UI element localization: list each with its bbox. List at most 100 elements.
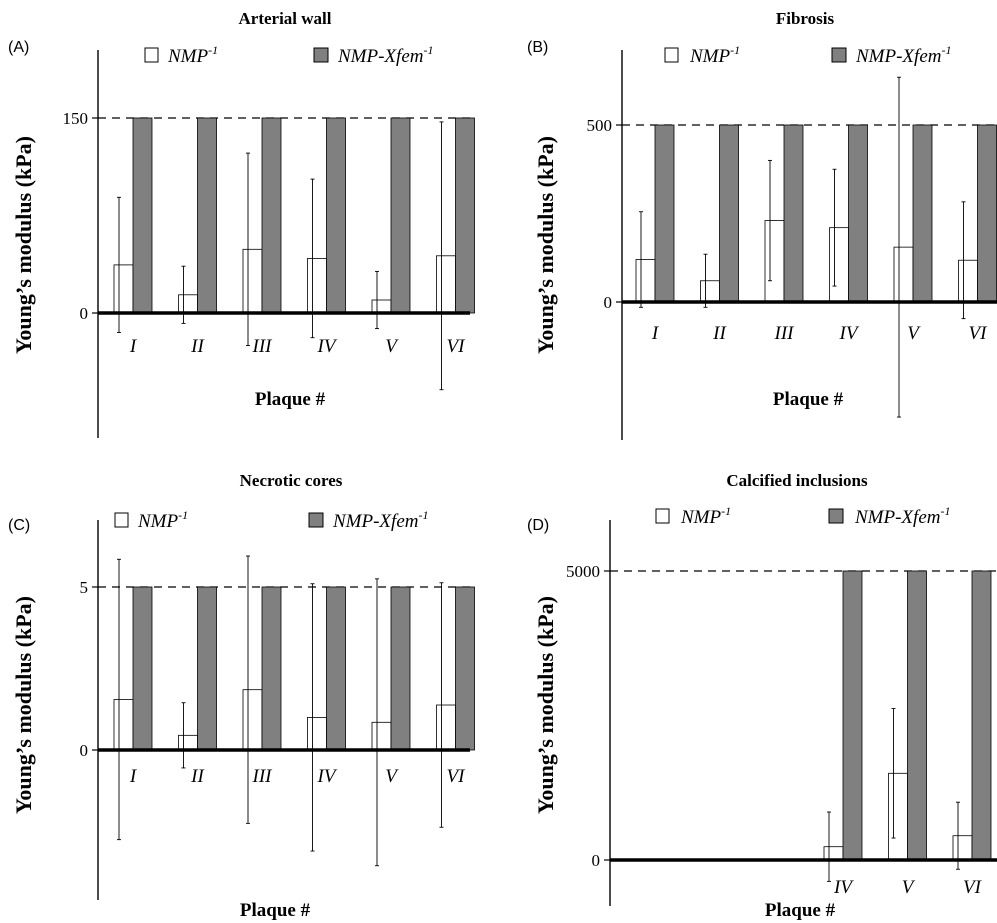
legend-entry-nmp-xfem: NMP-Xfem-1: [332, 508, 428, 532]
bar-nmp: [436, 255, 456, 314]
bar-nmp: [823, 846, 844, 861]
bar-nmp-xfem: [654, 124, 675, 303]
y-axis-label: Young’s modulus (kPa): [533, 596, 558, 814]
bar-nmp: [113, 264, 134, 314]
panel-a: Arterial wall (A) Young’s modulus (kPa) 0 15…: [8, 9, 475, 438]
category-label: II: [190, 336, 205, 357]
y-axis-label: Young’s modulus (kPa): [533, 136, 558, 354]
bar-nmp-xfem: [848, 124, 868, 303]
legend-entry-nmp: NMP-1: [689, 43, 740, 67]
chart-title: Fibrosis: [776, 9, 835, 28]
bar-nmp: [307, 717, 327, 751]
bar-nmp: [371, 721, 392, 751]
bar-nmp-xfem: [977, 124, 997, 303]
bar-nmp: [242, 248, 263, 314]
chart-title: Calcified inclusions: [726, 471, 868, 490]
bar-nmp-xfem: [455, 117, 475, 314]
bar-nmp: [888, 772, 908, 861]
y-tick-label: 5000: [566, 562, 600, 581]
panel-label: (A): [8, 39, 29, 56]
bar-nmp-xfem: [261, 117, 282, 314]
bar-nmp-xfem: [971, 570, 992, 861]
bar-nmp: [371, 299, 392, 314]
y-tick-label: 0: [80, 741, 89, 760]
category-label: V: [907, 323, 921, 344]
bar-nmp: [307, 257, 327, 314]
category-label: I: [129, 336, 138, 357]
category-label: III: [774, 323, 796, 344]
bar-nmp-xfem: [390, 117, 411, 314]
category-label: III: [252, 336, 274, 357]
legend-entry-nmp-xfem: NMP-Xfem-1: [855, 43, 951, 67]
bar-nmp: [952, 835, 973, 861]
bar-nmp-xfem: [783, 124, 804, 303]
legend-swatch-nmp: [114, 512, 129, 528]
panel-label: (C): [8, 517, 30, 534]
category-label: IV: [317, 766, 338, 787]
y-tick-label: 150: [63, 109, 89, 128]
bar-nmp: [893, 246, 914, 303]
bar-nmp: [700, 280, 720, 303]
category-label: III: [252, 766, 274, 787]
bar-nmp-xfem: [132, 117, 153, 314]
panel-c: Necrotic cores (C) Young’s modulus (kPa) 0 5…: [8, 471, 475, 921]
y-tick-label: 500: [587, 116, 613, 135]
x-axis-label: Plaque #: [765, 900, 836, 921]
category-label: I: [651, 323, 660, 344]
legend-swatch-nmp-xfem: [831, 47, 847, 63]
category-label: V: [385, 766, 399, 787]
legend-swatch-nmp: [664, 47, 679, 63]
category-label: IV: [833, 877, 854, 898]
bar-nmp-xfem: [390, 586, 411, 751]
bar-nmp-xfem: [132, 586, 153, 751]
bar-nmp: [829, 227, 849, 303]
legend-swatch-nmp-xfem: [308, 512, 324, 528]
legend-entry-nmp: NMP-1: [167, 43, 218, 67]
category-label: I: [129, 766, 138, 787]
x-axis-label: Plaque #: [773, 389, 844, 410]
y-axis-label: Young’s modulus (kPa): [11, 136, 36, 354]
panel-label: (D): [527, 517, 549, 534]
bar-nmp: [764, 220, 785, 303]
bar-nmp-xfem: [719, 124, 739, 303]
x-axis-label: Plaque #: [255, 389, 326, 410]
panel-b: Fibrosis (B) Young’s modulus (kPa) 0 500 NMP-…: [527, 9, 997, 440]
y-tick-label: 0: [80, 304, 89, 323]
bar-nmp-xfem: [912, 124, 933, 303]
bar-nmp-xfem: [455, 586, 475, 751]
chart-title: Necrotic cores: [240, 471, 343, 490]
category-label: VI: [963, 877, 983, 898]
bar-nmp: [178, 294, 198, 314]
bar-nmp-xfem: [326, 117, 346, 314]
bar-nmp: [635, 259, 656, 303]
category-label: V: [902, 877, 916, 898]
bar-nmp-xfem: [842, 570, 863, 861]
bar-nmp: [113, 699, 134, 751]
legend-swatch-nmp: [655, 508, 670, 524]
bar-nmp: [178, 734, 198, 751]
legend-swatch-nmp-xfem: [828, 508, 844, 524]
category-label: VI: [447, 336, 467, 357]
category-label: II: [712, 323, 727, 344]
panel-d: Calcified inclusions (D) Young’s modulus (…: [527, 471, 997, 921]
bar-nmp-xfem: [197, 117, 217, 314]
x-axis-label: Plaque #: [240, 900, 311, 921]
panel-label: (B): [527, 39, 548, 56]
category-label: II: [190, 766, 205, 787]
category-label: V: [385, 336, 399, 357]
bar-nmp: [958, 259, 978, 303]
bar-nmp-xfem: [197, 586, 217, 751]
legend-entry-nmp: NMP-1: [137, 508, 188, 532]
y-tick-label: 0: [604, 293, 613, 312]
bar-nmp-xfem: [261, 586, 282, 751]
legend-entry-nmp-xfem: NMP-Xfem-1: [854, 504, 950, 528]
category-label: VI: [969, 323, 989, 344]
bar-nmp-xfem: [907, 570, 927, 861]
legend-entry-nmp: NMP-1: [680, 504, 731, 528]
y-tick-label: 0: [592, 851, 601, 870]
y-tick-label: 5: [80, 578, 89, 597]
bar-nmp: [436, 704, 456, 751]
category-label: IV: [317, 336, 338, 357]
legend-swatch-nmp-xfem: [313, 47, 329, 63]
